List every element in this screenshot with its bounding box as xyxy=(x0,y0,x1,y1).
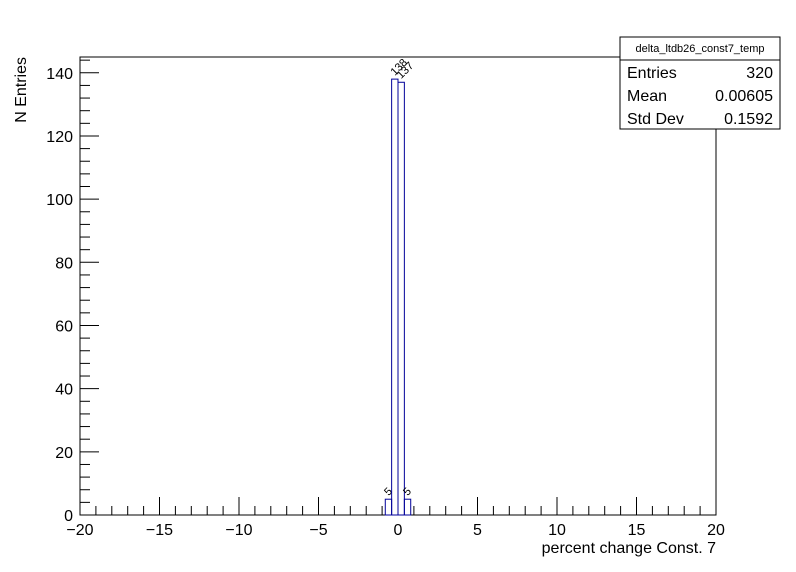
y-tick-label: 80 xyxy=(55,255,73,272)
stats-label: Entries xyxy=(627,65,677,82)
x-tick-label: 10 xyxy=(548,522,566,539)
x-tick-label: 15 xyxy=(628,522,646,539)
y-tick-label: 140 xyxy=(46,66,73,83)
x-tick-label: −5 xyxy=(309,522,327,539)
x-tick-label: −15 xyxy=(146,522,173,539)
bar xyxy=(397,81,405,516)
y-tick-label: 60 xyxy=(55,318,73,335)
stats-value: 320 xyxy=(746,65,773,82)
stats-value: 0.1592 xyxy=(724,111,773,128)
stats-label: Mean xyxy=(627,88,667,105)
x-tick-label: −10 xyxy=(225,522,252,539)
y-tick-label: 120 xyxy=(46,129,73,146)
y-tick-label: 100 xyxy=(46,192,73,209)
y-tick-label: 20 xyxy=(55,445,73,462)
stats-value: 0.00605 xyxy=(715,88,773,105)
y-tick-label: 40 xyxy=(55,382,73,399)
y-tick-label: 0 xyxy=(64,508,73,525)
stats-box xyxy=(619,36,781,130)
stats-title: delta_ltdb26_const7_temp xyxy=(635,43,764,55)
x-axis-label: percent change Const. 7 xyxy=(542,540,716,557)
x-tick-label: 0 xyxy=(394,522,403,539)
x-tick-label: −20 xyxy=(66,522,93,539)
stats-label: Std Dev xyxy=(627,111,684,128)
x-tick-label: 20 xyxy=(707,522,725,539)
bar xyxy=(403,498,412,516)
y-axis-label: N Entries xyxy=(13,57,30,123)
x-tick-label: 5 xyxy=(473,522,482,539)
